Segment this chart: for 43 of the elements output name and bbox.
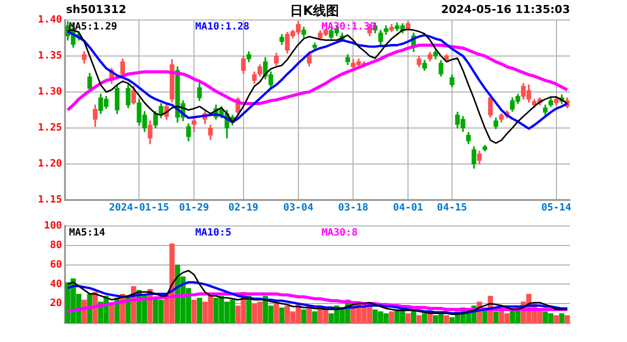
- text: 2024-05-16 11:35:03: [441, 3, 570, 16]
- y-tick-label: 1.35: [38, 50, 62, 62]
- bar: [559, 313, 564, 323]
- bar: [416, 315, 422, 323]
- text: MA10:5: [195, 228, 232, 239]
- y-tick-label: 1.20: [38, 158, 62, 170]
- y-tick-label: 100: [44, 220, 62, 232]
- bar: [301, 309, 306, 323]
- bar: [279, 307, 284, 323]
- y-tick-label: 60: [50, 259, 62, 270]
- bar: [444, 315, 450, 323]
- x-tick-label: 02-19: [228, 202, 258, 214]
- x-tick-label: 2024-01-15: [108, 202, 170, 214]
- bar: [493, 311, 499, 323]
- bar: [422, 313, 428, 323]
- y-tick-label: 40: [50, 278, 62, 290]
- bar: [410, 311, 416, 323]
- bar: [564, 315, 570, 323]
- y-tick-label: 1.30: [38, 86, 62, 98]
- text: MA5:14: [69, 228, 106, 239]
- text: MA10:1.28: [195, 22, 250, 33]
- x-tick-label: 04-01: [393, 202, 424, 214]
- x-tick-label: 04-15: [436, 202, 468, 214]
- x-tick-label: 01-29: [178, 202, 210, 214]
- bar: [109, 304, 114, 323]
- x-tick-label: 03-04: [283, 202, 314, 214]
- bar: [554, 315, 559, 323]
- y-tick-label: 20: [50, 298, 62, 310]
- x-tick-label: 03-18: [338, 202, 368, 214]
- bar: [388, 311, 394, 323]
- bar: [196, 298, 202, 323]
- bar: [191, 300, 197, 323]
- bar: [274, 304, 279, 323]
- text: MA30:8: [322, 228, 358, 239]
- chart-title: 日K线图: [290, 3, 340, 20]
- y-tick-label: 1.40: [38, 14, 62, 26]
- bar: [405, 313, 411, 323]
- bar: [312, 311, 318, 323]
- chart-subtitle: sh501312: [66, 3, 126, 16]
- x-tick-label: 05-14: [541, 202, 572, 214]
- y-tick-label: 80: [50, 240, 62, 251]
- y-tick-label: 1.25: [38, 122, 62, 134]
- y-tick-label: 1.15: [38, 194, 62, 206]
